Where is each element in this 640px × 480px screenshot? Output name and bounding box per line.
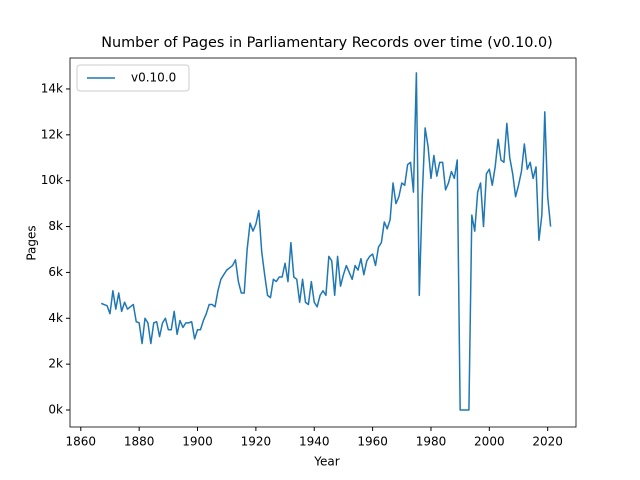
- x-tick-label: 1960: [357, 435, 388, 449]
- y-tick-label: 2k: [48, 357, 63, 371]
- x-tick-label: 2000: [474, 435, 505, 449]
- y-tick-label: 4k: [48, 311, 63, 325]
- x-tick-label: 1860: [66, 435, 97, 449]
- x-tick-label: 2020: [532, 435, 563, 449]
- y-tick-label: 10k: [41, 173, 63, 187]
- legend-label: v0.10.0: [131, 71, 176, 85]
- x-tick-label: 1920: [241, 435, 272, 449]
- x-tick-label: 1900: [182, 435, 213, 449]
- plot-frame: [69, 57, 577, 428]
- y-tick-label: 0k: [48, 403, 63, 417]
- chart-title: Number of Pages in Parliamentary Records…: [101, 35, 553, 51]
- data-line: [100, 72, 552, 411]
- y-tick-label: 12k: [41, 127, 63, 141]
- x-tick-label: 1980: [416, 435, 447, 449]
- legend-box: [76, 64, 190, 92]
- y-tick-label: 8k: [48, 219, 63, 233]
- x-axis-label: Year: [313, 455, 339, 469]
- x-tick-label: 1880: [124, 435, 155, 449]
- x-tick-label: 1940: [299, 435, 330, 449]
- y-axis-label: Pages: [25, 225, 39, 260]
- y-tick-label: 6k: [48, 265, 63, 279]
- y-tick-label: 14k: [41, 81, 63, 95]
